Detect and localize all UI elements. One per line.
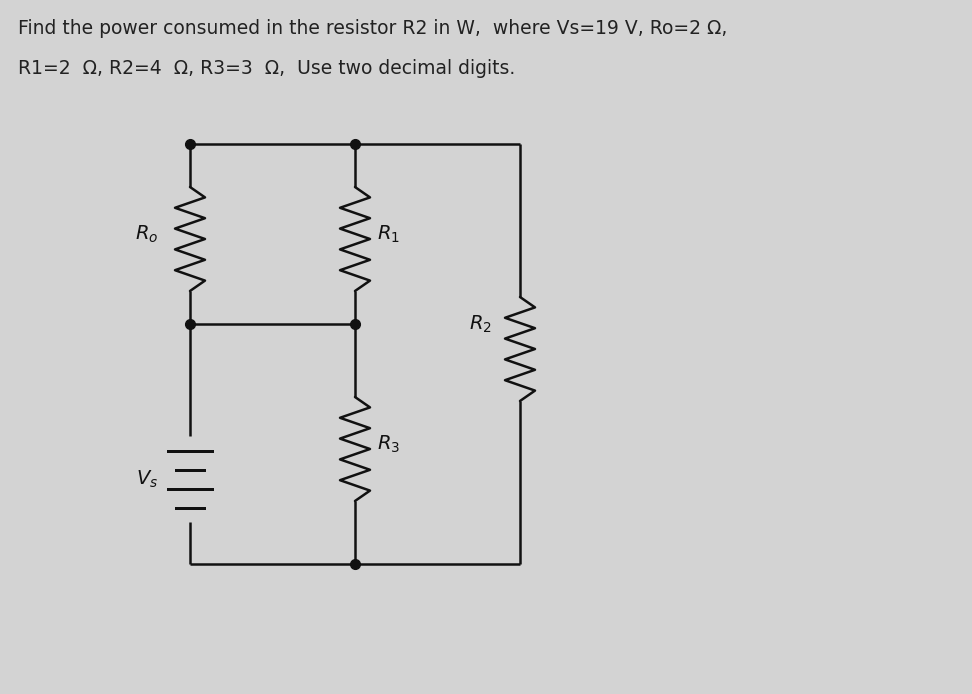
Text: $V_s$: $V_s$ xyxy=(136,468,158,490)
Text: R1=2  Ω, R2=4  Ω, R3=3  Ω,  Use two decimal digits.: R1=2 Ω, R2=4 Ω, R3=3 Ω, Use two decimal … xyxy=(18,59,515,78)
Text: $R_3$: $R_3$ xyxy=(377,433,400,455)
Text: $R_o$: $R_o$ xyxy=(135,223,158,245)
Text: $R_2$: $R_2$ xyxy=(469,314,492,335)
Text: $R_1$: $R_1$ xyxy=(377,223,399,245)
Text: Find the power consumed in the resistor R2 in W,  where Vs=19 V, Ro=2 Ω,: Find the power consumed in the resistor … xyxy=(18,19,727,38)
